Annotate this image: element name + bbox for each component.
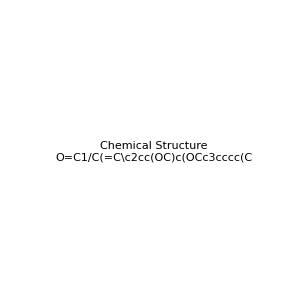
Text: Chemical Structure
O=C1/C(=C\c2cc(OC)c(OCc3cccc(C: Chemical Structure O=C1/C(=C\c2cc(OC)c(O…: [55, 141, 252, 162]
